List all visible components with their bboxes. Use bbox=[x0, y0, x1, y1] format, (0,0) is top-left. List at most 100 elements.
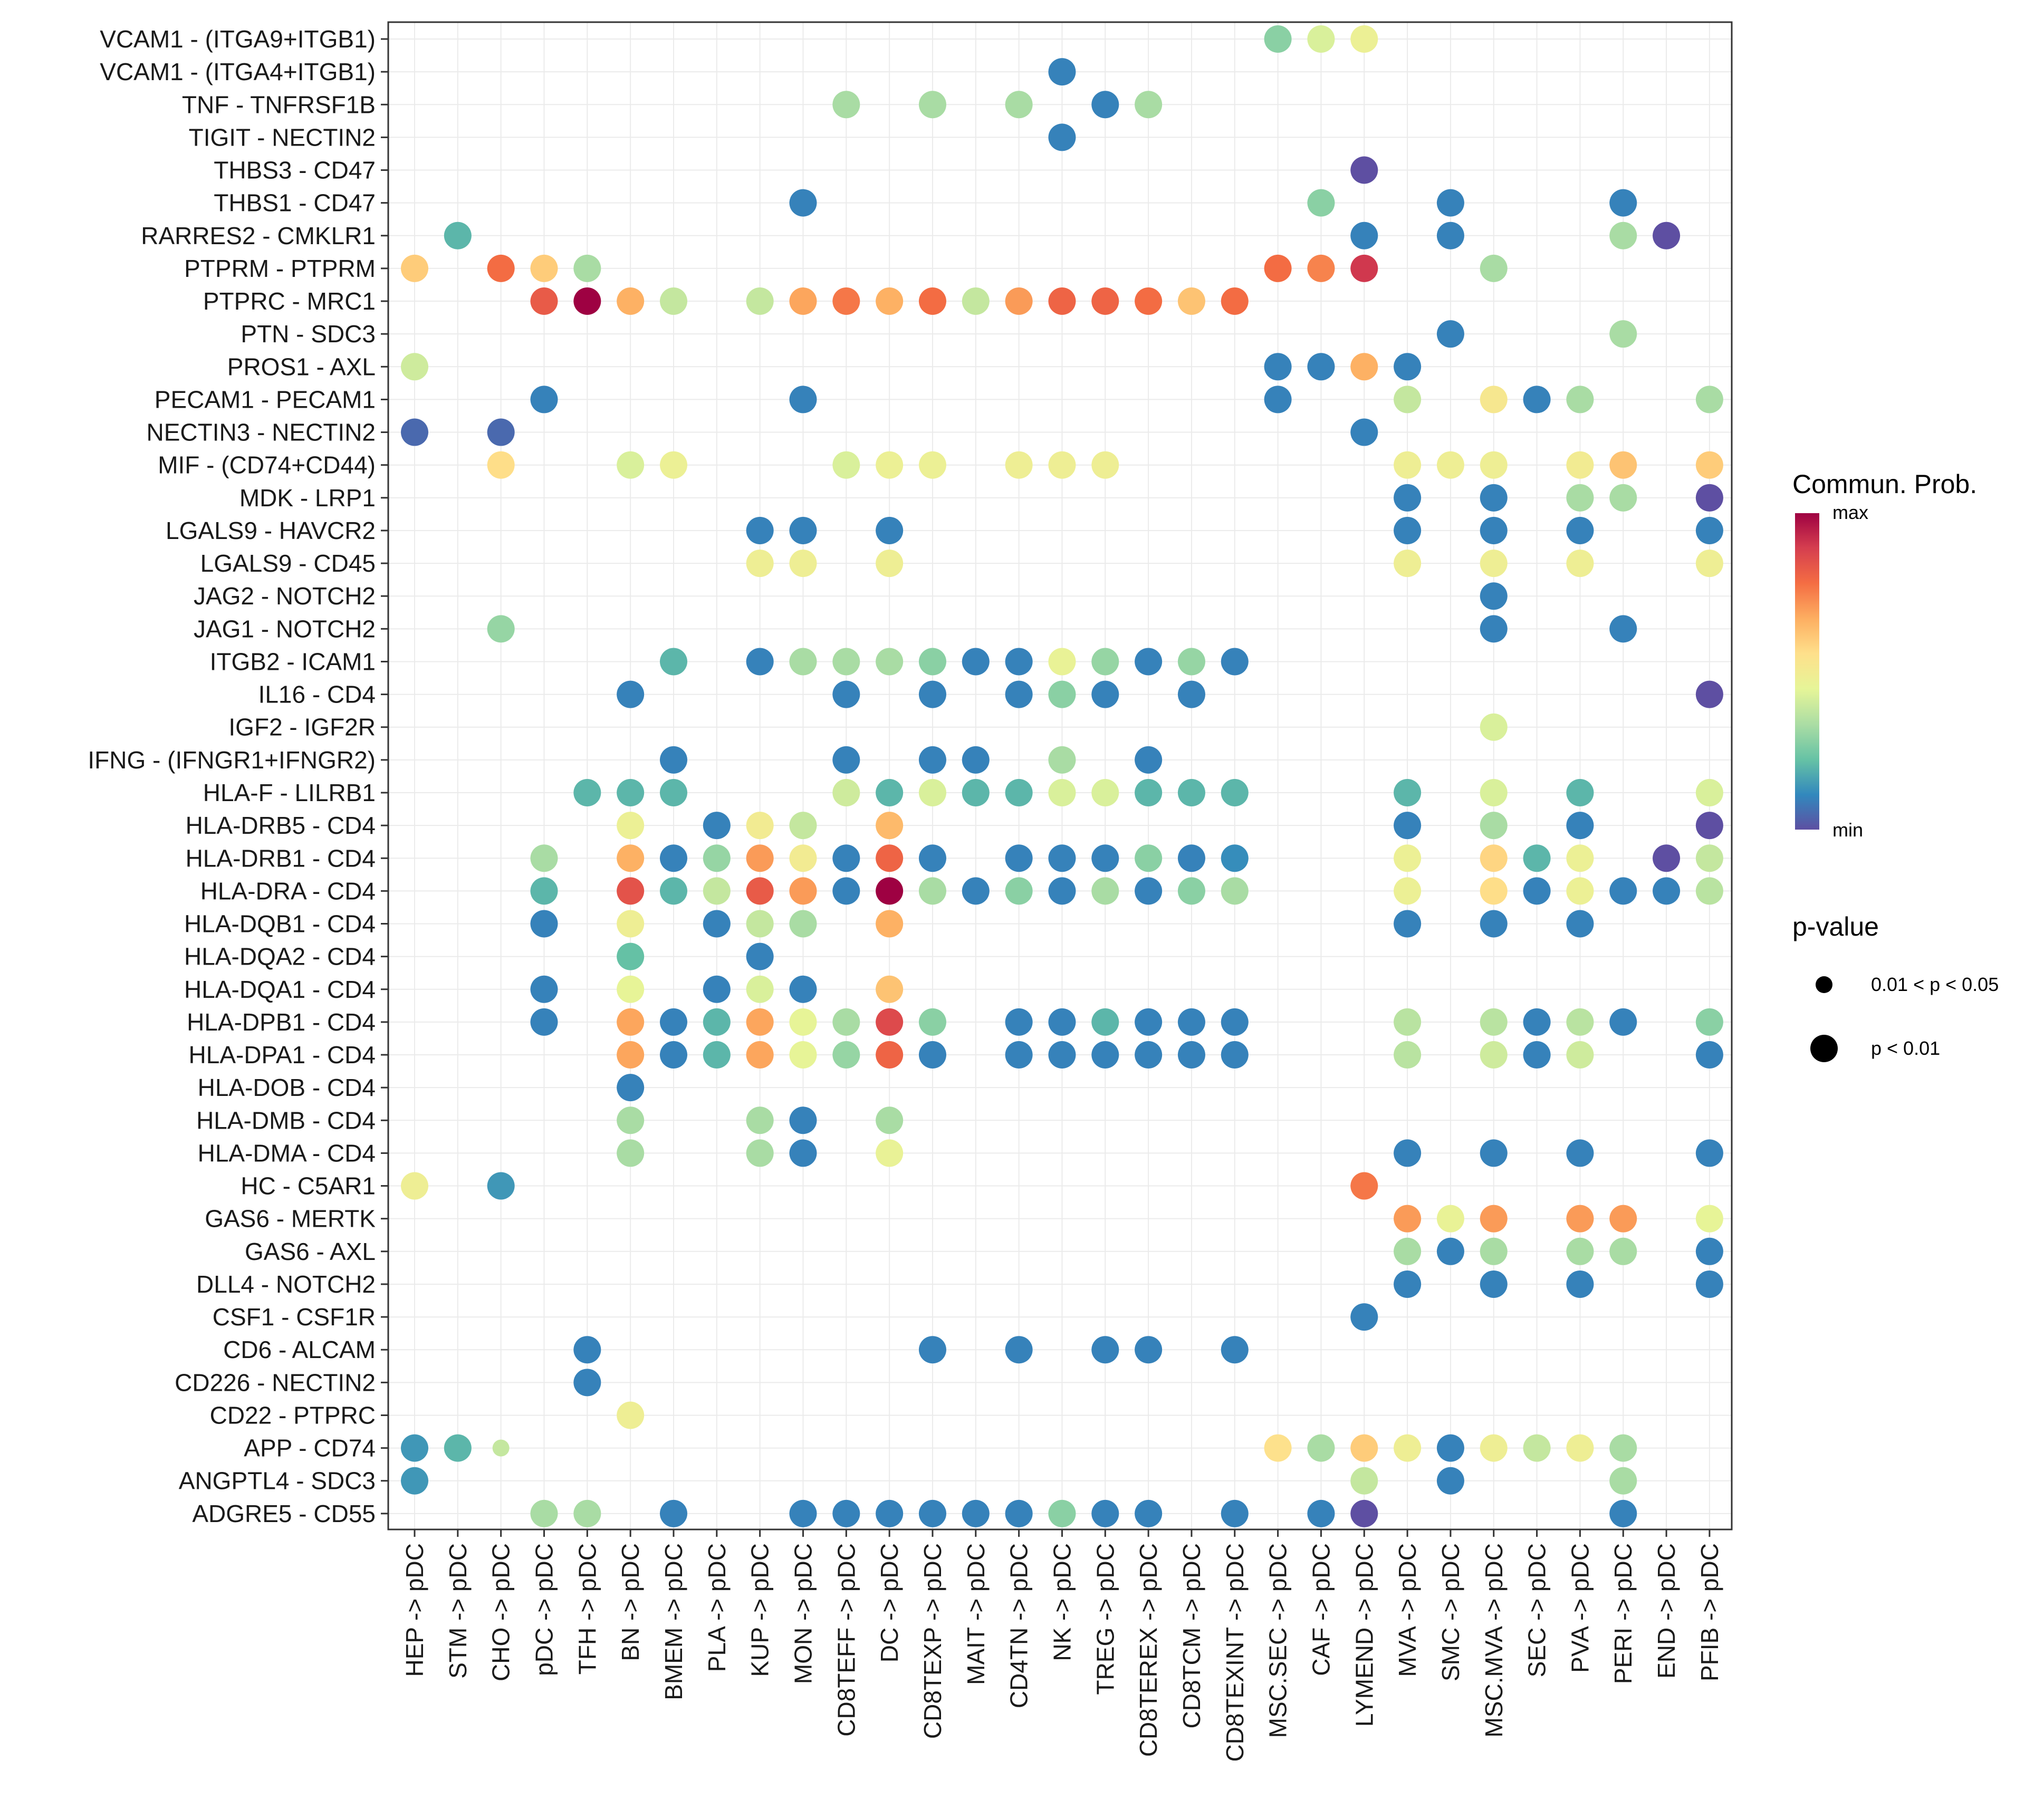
data-point bbox=[1307, 189, 1335, 217]
data-point bbox=[918, 91, 946, 119]
data-point bbox=[1135, 648, 1163, 676]
data-point bbox=[876, 975, 904, 1003]
size-legend-small-dot bbox=[1816, 976, 1832, 993]
data-point bbox=[1609, 1237, 1637, 1265]
data-point bbox=[1221, 1008, 1249, 1036]
data-point bbox=[659, 1499, 687, 1527]
data-point bbox=[617, 1008, 645, 1036]
data-point bbox=[530, 844, 558, 872]
y-tick-label: TNF - TNFRSF1B bbox=[182, 91, 376, 118]
data-point bbox=[746, 877, 774, 905]
data-point bbox=[1005, 1336, 1033, 1364]
data-point bbox=[1350, 1499, 1378, 1527]
y-tick-label: ADGRE5 - CD55 bbox=[192, 1500, 376, 1527]
x-tick-label: BN -> pDC bbox=[617, 1543, 644, 1661]
x-tick-label: MON -> pDC bbox=[789, 1543, 817, 1684]
data-point bbox=[1523, 1008, 1551, 1036]
data-point bbox=[918, 1336, 946, 1364]
data-point bbox=[617, 1106, 645, 1134]
data-point bbox=[1091, 91, 1119, 119]
x-tick-label: CD8TCM -> pDC bbox=[1178, 1543, 1205, 1728]
data-point bbox=[617, 451, 645, 479]
colorbar-max-label: max bbox=[1832, 502, 1868, 523]
data-point bbox=[659, 648, 687, 676]
data-point bbox=[1177, 287, 1205, 315]
data-point bbox=[703, 1041, 731, 1069]
data-point bbox=[1566, 778, 1594, 806]
y-tick-label: PECAM1 - PECAM1 bbox=[155, 386, 376, 413]
data-point bbox=[703, 844, 731, 872]
data-point bbox=[401, 353, 428, 381]
size-legend-large-label: p < 0.01 bbox=[1871, 1037, 1940, 1059]
data-point bbox=[1135, 844, 1163, 872]
data-point bbox=[1350, 254, 1378, 282]
size-legend-large-dot bbox=[1810, 1035, 1838, 1062]
data-point bbox=[876, 1106, 904, 1134]
data-point bbox=[1566, 1270, 1594, 1298]
x-tick-label: CD8TEXINT -> pDC bbox=[1221, 1543, 1249, 1762]
data-point bbox=[1609, 451, 1637, 479]
data-point bbox=[1609, 320, 1637, 348]
data-point bbox=[1177, 648, 1205, 676]
y-tick-label: HLA-DQA2 - CD4 bbox=[184, 943, 376, 970]
colorbar bbox=[1795, 513, 1819, 830]
data-point bbox=[918, 451, 946, 479]
data-point bbox=[1609, 189, 1637, 217]
data-point bbox=[962, 287, 990, 315]
data-point bbox=[1350, 418, 1378, 446]
data-point bbox=[1221, 287, 1249, 315]
y-tick-label: HLA-DOB - CD4 bbox=[198, 1074, 376, 1101]
data-point bbox=[1350, 156, 1378, 184]
y-tick-label: IFNG - (IFNGR1+IFNGR2) bbox=[88, 746, 376, 774]
data-point bbox=[1653, 222, 1681, 249]
data-point bbox=[1566, 844, 1594, 872]
data-point bbox=[573, 254, 601, 282]
data-point bbox=[746, 287, 774, 315]
data-point bbox=[1394, 1205, 1422, 1233]
data-point bbox=[1221, 778, 1249, 806]
data-point bbox=[1566, 1139, 1594, 1167]
data-point bbox=[1394, 386, 1422, 413]
data-point bbox=[530, 386, 558, 413]
data-point bbox=[1005, 91, 1033, 119]
data-point bbox=[659, 1008, 687, 1036]
data-point bbox=[918, 1499, 946, 1527]
data-point bbox=[1005, 451, 1033, 479]
y-tick-label: DLL4 - NOTCH2 bbox=[196, 1271, 376, 1298]
data-point bbox=[1307, 1434, 1335, 1462]
x-tick-label: CAF -> pDC bbox=[1307, 1543, 1335, 1676]
y-tick-label: JAG2 - NOTCH2 bbox=[194, 582, 376, 610]
data-point bbox=[1394, 844, 1422, 872]
data-point bbox=[746, 648, 774, 676]
data-point bbox=[746, 942, 774, 970]
data-point bbox=[1480, 844, 1508, 872]
data-point bbox=[1091, 1008, 1119, 1036]
data-point bbox=[1480, 812, 1508, 840]
data-point bbox=[1695, 844, 1723, 872]
y-tick-label: PTN - SDC3 bbox=[241, 320, 376, 348]
data-point bbox=[1221, 648, 1249, 676]
y-tick-label: PTPRM - PTPRM bbox=[184, 255, 376, 282]
data-point bbox=[617, 910, 645, 938]
data-point bbox=[1135, 778, 1163, 806]
data-point bbox=[659, 844, 687, 872]
data-point bbox=[832, 680, 860, 708]
data-point bbox=[1436, 1237, 1464, 1265]
y-tick-label: CD22 - PTPRC bbox=[210, 1401, 376, 1429]
data-point bbox=[401, 418, 428, 446]
data-point bbox=[789, 386, 817, 413]
data-point bbox=[1480, 615, 1508, 643]
y-tick-label: MIF - (CD74+CD44) bbox=[158, 451, 376, 479]
data-point bbox=[1264, 386, 1292, 413]
y-tick-label: RARRES2 - CMKLR1 bbox=[141, 222, 376, 249]
x-axis: HEP -> pDC STM -> pDC CHO -> pDC pDC -> pDC… bbox=[401, 1529, 1723, 1762]
data-point bbox=[962, 778, 990, 806]
data-point bbox=[1480, 910, 1508, 938]
data-point bbox=[1350, 1434, 1378, 1462]
data-point bbox=[573, 1499, 601, 1527]
data-point bbox=[832, 1041, 860, 1069]
data-point bbox=[789, 1139, 817, 1167]
x-tick-label: CD4TN -> pDC bbox=[1005, 1543, 1033, 1708]
data-point bbox=[876, 1499, 904, 1527]
data-point bbox=[617, 1074, 645, 1102]
